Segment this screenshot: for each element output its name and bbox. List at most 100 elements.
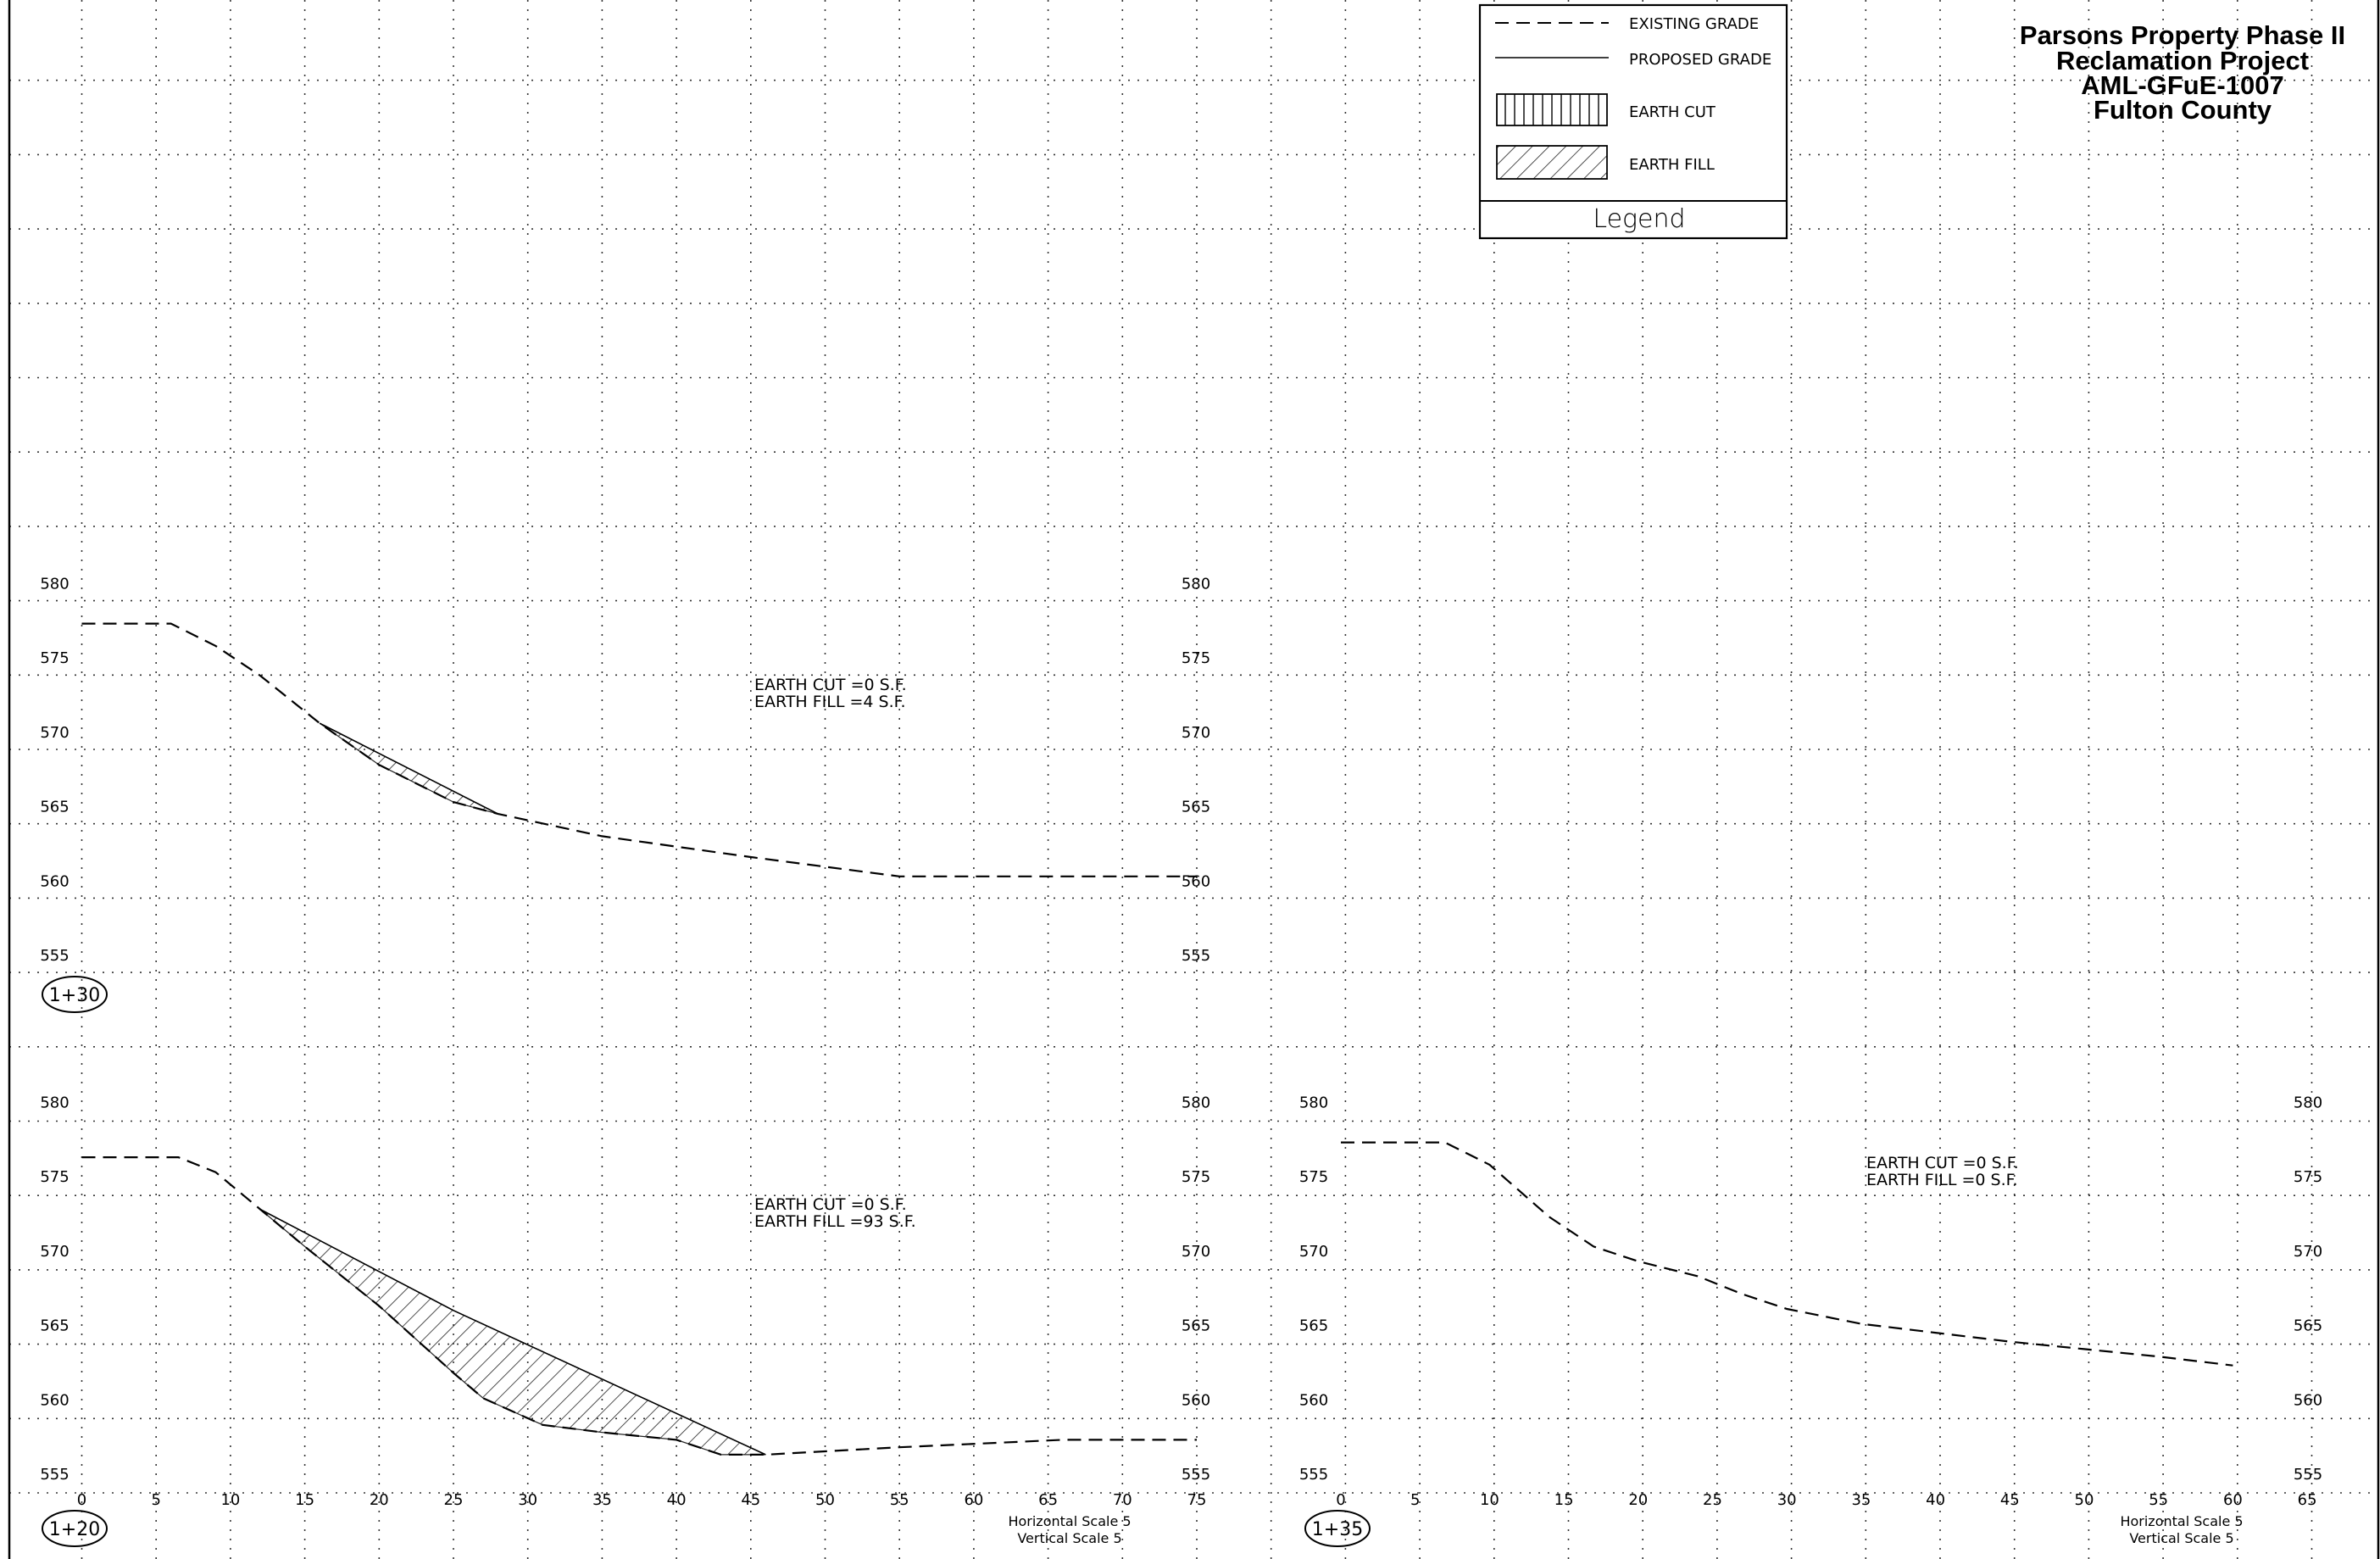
- offset-label: 60: [2223, 1491, 2243, 1509]
- offset-label: 35: [592, 1491, 612, 1509]
- legend-fill-label: EARTH FILL: [1629, 156, 1715, 174]
- legend-title: Legend: [1593, 204, 1685, 234]
- offset-label: 5: [1410, 1491, 1420, 1509]
- existing-grade-line: [81, 622, 1197, 877]
- elevation-label-left: 570: [40, 1243, 69, 1261]
- elevation-label-left: 565: [40, 799, 69, 816]
- offset-label: 50: [2075, 1491, 2094, 1509]
- title-line-2: Reclamation Project: [2056, 46, 2309, 75]
- offset-label: 10: [1480, 1491, 1499, 1509]
- offset-label: 45: [2000, 1491, 2020, 1509]
- offset-label: 20: [1628, 1491, 1648, 1509]
- earth-fill-quantity: EARTH FILL =4 S.F.: [754, 693, 906, 711]
- elevation-label-right: 555: [1182, 947, 1210, 965]
- legend-existing-label: EXISTING GRADE: [1629, 15, 1759, 33]
- offset-label: 40: [1926, 1491, 1945, 1509]
- station-label: 1+35: [1304, 1510, 1371, 1547]
- elevation-label-right: 555: [2294, 1466, 2322, 1484]
- elevation-label-right: 570: [1182, 1243, 1210, 1261]
- title-line-3: AML-GFuE-1007: [2081, 70, 2283, 100]
- elevation-label-right: 580: [2294, 1094, 2322, 1112]
- elevation-label-right: 555: [1182, 1466, 1210, 1484]
- legend-fill-swatch: [1496, 145, 1608, 180]
- elevation-label-right: 560: [1182, 1391, 1210, 1409]
- offset-label: 25: [1703, 1491, 1722, 1509]
- elevation-label-left: 565: [1299, 1317, 1328, 1335]
- legend-proposed-label: PROPOSED GRADE: [1629, 51, 1771, 69]
- offset-label: 60: [964, 1491, 983, 1509]
- offset-label: 50: [815, 1491, 835, 1509]
- elevation-label-right: 575: [1182, 1168, 1210, 1186]
- station-text: 1+20: [49, 1519, 100, 1540]
- earth-cut-quantity: EARTH CUT =0 S.F.: [754, 676, 907, 694]
- elevation-label-right: 565: [1182, 799, 1210, 816]
- offset-label: 65: [1038, 1491, 1058, 1509]
- offset-label: 0: [77, 1491, 86, 1509]
- scale-note: Vertical Scale 5: [2129, 1530, 2233, 1546]
- proposed-grade-line: [319, 722, 498, 815]
- offset-label: 30: [1777, 1491, 1797, 1509]
- elevation-label-left: 560: [40, 1391, 69, 1409]
- elevation-label-left: 575: [40, 1168, 69, 1186]
- station-text: 1+35: [1312, 1519, 1363, 1540]
- offset-label: 15: [1554, 1491, 1574, 1509]
- earth-fill-area: [259, 1208, 766, 1456]
- elevation-label-right: 560: [1182, 872, 1210, 890]
- legend-cut-label: EARTH CUT: [1629, 103, 1716, 121]
- earth-cut-quantity: EARTH CUT =0 S.F.: [1866, 1154, 2019, 1172]
- offset-label: 20: [370, 1491, 389, 1509]
- title-block: Parsons Property Phase II Reclamation Pr…: [2020, 20, 2345, 125]
- offset-label: 70: [1113, 1491, 1132, 1509]
- station-label: 1+30: [42, 976, 108, 1013]
- elevation-label-left: 555: [40, 1466, 69, 1484]
- elevation-label-left: 575: [1299, 1168, 1328, 1186]
- scale-note: Vertical Scale 5: [1017, 1530, 1121, 1546]
- title-line-4: Fulton County: [2094, 95, 2272, 125]
- offset-label: 40: [667, 1491, 687, 1509]
- background-grid: [9, 0, 2378, 1559]
- elevation-label-left: 580: [40, 576, 69, 593]
- elevation-label-left: 580: [1299, 1094, 1328, 1112]
- offset-label: 55: [890, 1491, 909, 1509]
- elevation-label-left: 560: [1299, 1391, 1328, 1409]
- elevation-label-left: 580: [40, 1094, 69, 1112]
- legend-box: EXISTING GRADE PROPOSED GRADE EARTH CUT …: [1478, 3, 1788, 240]
- offset-label: 75: [1187, 1491, 1207, 1509]
- earth-fill-quantity: EARTH FILL =93 S.F.: [754, 1212, 916, 1231]
- offset-label: 15: [295, 1491, 314, 1509]
- scale-note: Horizontal Scale 5: [2120, 1513, 2243, 1529]
- offset-label: 65: [2298, 1491, 2317, 1509]
- elevation-label-left: 570: [1299, 1243, 1328, 1261]
- elevation-label-right: 570: [2294, 1243, 2322, 1261]
- elevation-label-left: 575: [40, 649, 69, 667]
- existing-grade-line: [1341, 1141, 2233, 1367]
- existing-grade-line: [81, 1155, 1197, 1456]
- scale-note: Horizontal Scale 5: [1008, 1513, 1131, 1529]
- title-line-1: Parsons Property Phase II: [2020, 20, 2345, 50]
- elevation-label-right: 565: [1182, 1317, 1210, 1335]
- elevation-label-left: 560: [40, 872, 69, 890]
- elevation-label-right: 580: [1182, 576, 1210, 593]
- elevation-label-right: 570: [1182, 724, 1210, 742]
- offset-label: 30: [518, 1491, 537, 1509]
- proposed-grade-line: [259, 1208, 766, 1456]
- elevation-label-right: 575: [1182, 649, 1210, 667]
- elevation-label-right: 575: [2294, 1168, 2322, 1186]
- offset-label: 55: [2149, 1491, 2168, 1509]
- earth-cut-quantity: EARTH CUT =0 S.F.: [754, 1195, 907, 1214]
- station-text: 1+30: [49, 985, 100, 1006]
- earth-fill-quantity: EARTH FILL =0 S.F.: [1866, 1171, 2018, 1189]
- section-1-30: 580 580 575 575 570 570 565 565 560 560 555 555 1+30…: [40, 576, 1210, 1013]
- elevation-label-right: 580: [1182, 1094, 1210, 1112]
- offset-label: 35: [1851, 1491, 1871, 1509]
- elevation-label-left: 570: [40, 724, 69, 742]
- elevation-label-left: 565: [40, 1317, 69, 1335]
- elevation-label-left: 555: [40, 947, 69, 965]
- elevation-label-left: 555: [1299, 1466, 1328, 1484]
- elevation-label-right: 565: [2294, 1317, 2322, 1335]
- offset-label: 25: [444, 1491, 464, 1509]
